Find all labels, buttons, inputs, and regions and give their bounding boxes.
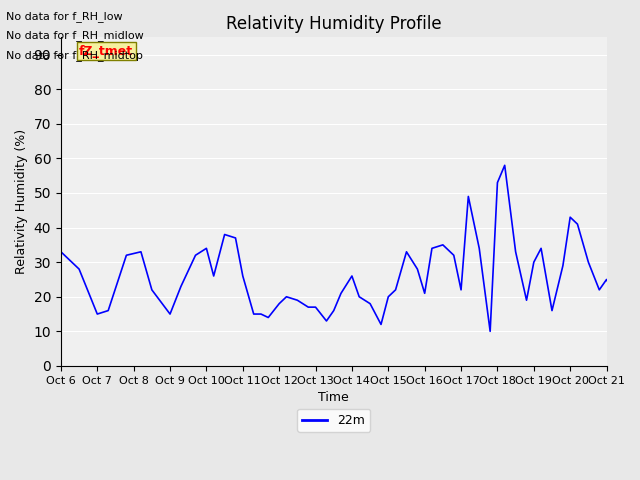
Text: No data for f_RH_midtop: No data for f_RH_midtop xyxy=(6,49,143,60)
Title: Relativity Humidity Profile: Relativity Humidity Profile xyxy=(226,15,442,33)
Text: No data for f_RH_low: No data for f_RH_low xyxy=(6,11,123,22)
Text: fZ_tmet: fZ_tmet xyxy=(79,45,133,58)
Y-axis label: Relativity Humidity (%): Relativity Humidity (%) xyxy=(15,129,28,274)
Text: No data for f_RH_midlow: No data for f_RH_midlow xyxy=(6,30,144,41)
Legend: 22m: 22m xyxy=(298,409,370,432)
X-axis label: Time: Time xyxy=(318,391,349,404)
